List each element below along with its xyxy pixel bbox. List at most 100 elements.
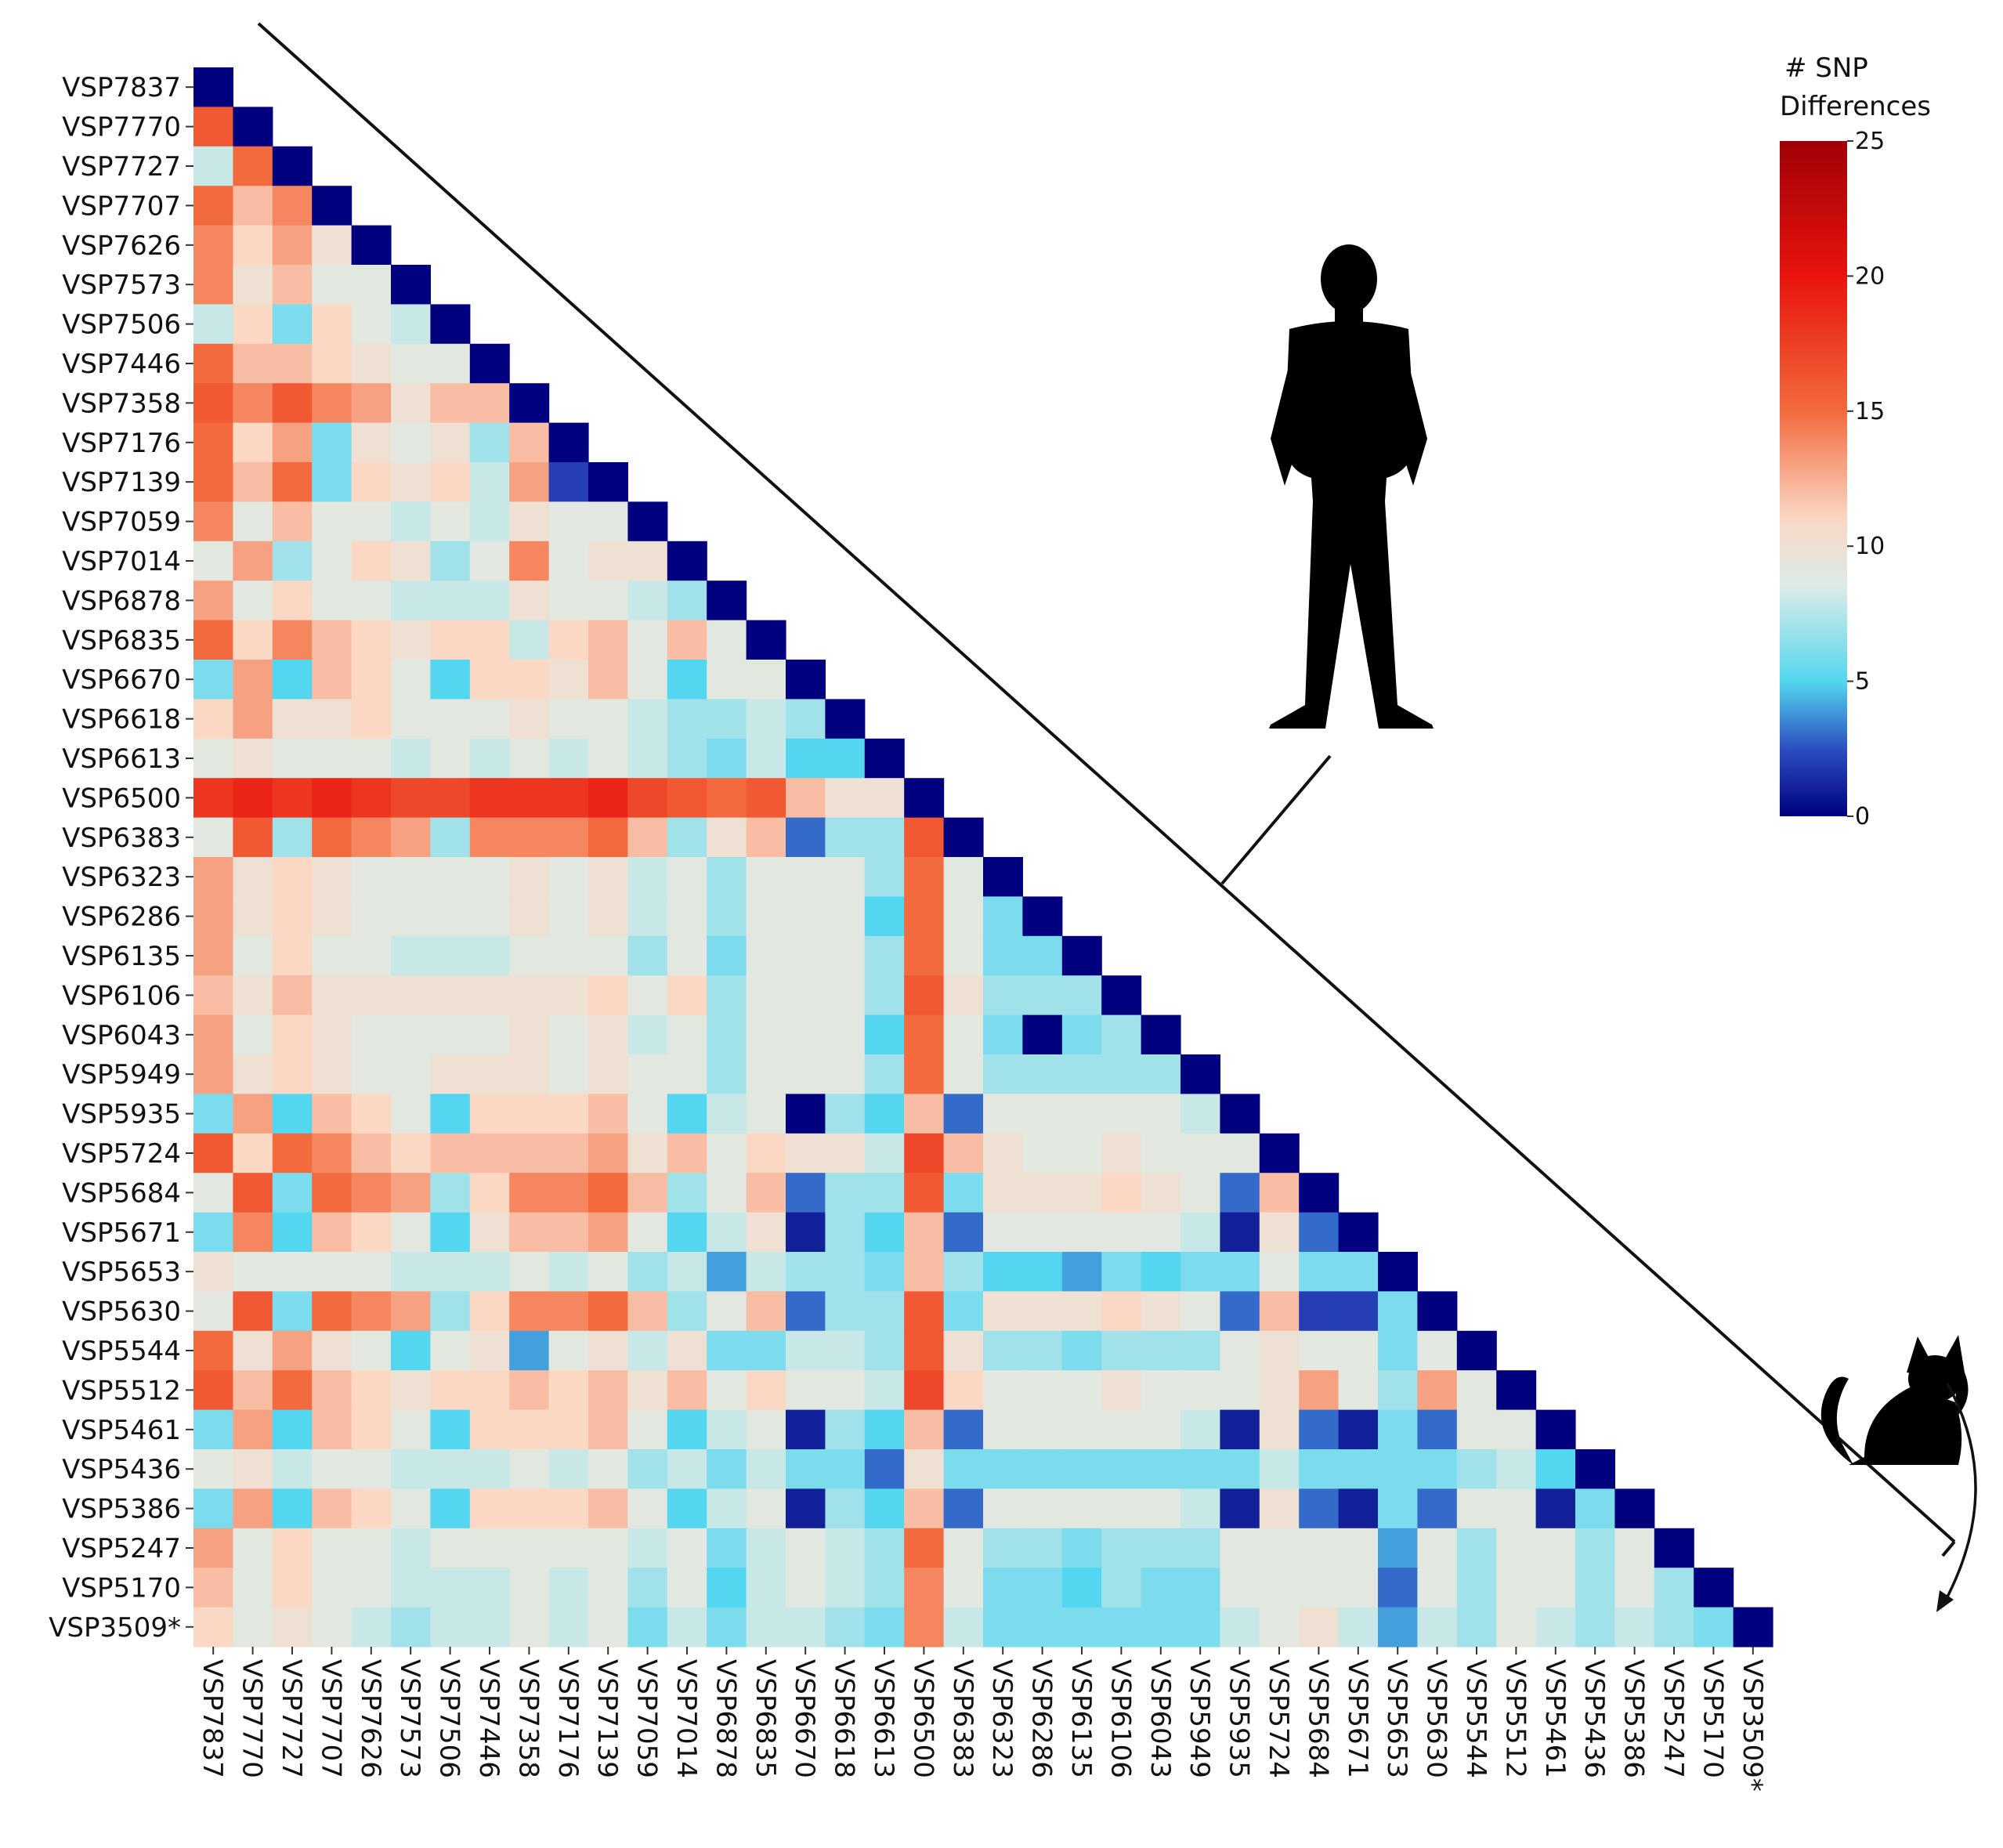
heatmap-cell [193,1568,233,1608]
heatmap-cell [667,620,707,660]
heatmap-cell [786,660,826,700]
heatmap-cell [509,1212,550,1253]
heatmap-cell [391,1054,431,1094]
heatmap-cell [233,265,273,305]
heatmap-cell [548,1330,589,1371]
heatmap-cell [272,304,313,345]
heatmap-cell [193,1133,233,1174]
heatmap-cell [312,1014,353,1055]
heatmap-cell [391,896,431,937]
heatmap-cell [233,1014,273,1055]
heatmap-cell [469,1409,510,1450]
heatmap-cell [312,1607,353,1647]
heatmap-cell [509,1054,550,1094]
heatmap-cell [1061,1488,1102,1529]
heatmap-cell [548,1291,589,1332]
heatmap-cell [548,935,589,976]
heatmap-cell [272,146,313,186]
heatmap-cell [469,541,510,581]
heatmap-cell [272,935,313,976]
heatmap-cell [391,462,431,502]
heatmap-cell [391,541,431,581]
heatmap-cell [1694,1607,1734,1647]
heatmap-cell [746,1528,786,1568]
heatmap-cell [1417,1568,1458,1608]
heatmap-cell [825,1330,866,1371]
heatmap-cell [707,1528,747,1568]
column-tick-label: VSP6613 [868,1659,899,1778]
heatmap-cell [707,1212,747,1253]
heatmap-cell [233,186,273,226]
heatmap-cell [1141,1568,1181,1608]
heatmap-cell [943,935,984,976]
row-tick-label: VSP6106 [62,980,181,1011]
heatmap-cell [312,738,353,779]
heatmap-cell [983,1449,1023,1489]
heatmap-cell [1535,1528,1576,1568]
heatmap-cell [627,1568,668,1608]
heatmap-cell [1180,1449,1220,1489]
heatmap-cell [746,817,786,858]
heatmap-cell [391,975,431,1016]
heatmap-cell [825,1014,866,1055]
heatmap-cell [1061,975,1102,1016]
heatmap-cell [588,1133,628,1174]
heatmap-cell [707,660,747,700]
heatmap-cell [1101,1449,1142,1489]
heatmap-cell [943,1568,984,1608]
heatmap-cell [272,620,313,660]
heatmap-cell [430,1054,471,1094]
heatmap-cell [548,1449,589,1489]
heatmap-cell [351,660,392,700]
heatmap-cell [469,1054,510,1094]
colorbar-title-line1: # SNP [1784,52,1868,84]
heatmap-cell [1101,1291,1142,1332]
heatmap-cell [667,1488,707,1529]
heatmap-cell [312,817,353,858]
heatmap-cell [1141,1173,1181,1213]
heatmap-cell [825,1133,866,1174]
heatmap-cell [1614,1528,1655,1568]
heatmap-cell [193,1054,233,1094]
heatmap-cell [627,1528,668,1568]
heatmap-cell [351,383,392,424]
row-tick-label: VSP3509* [49,1612,181,1644]
heatmap-cell [193,67,233,107]
heatmap-cell [1496,1607,1537,1647]
heatmap-cell [588,1330,628,1371]
heatmap-cell [312,1568,353,1608]
heatmap-cell [430,1212,471,1253]
heatmap-cell [588,1449,628,1489]
heatmap-cell [509,1370,550,1411]
heatmap-cell [1220,1133,1260,1174]
heatmap-cell [233,1133,273,1174]
heatmap-cell [864,1252,905,1292]
heatmap-cell [1220,1607,1260,1647]
heatmap-cell [1180,1133,1220,1174]
heatmap-cell [272,186,313,226]
heatmap-cell [272,422,313,463]
heatmap-cell [1417,1409,1458,1450]
heatmap-cell [825,1094,866,1134]
heatmap-cell [943,896,984,937]
heatmap-cell [786,975,826,1016]
heatmap-cell [1022,1409,1063,1450]
heatmap-cell [983,1014,1023,1055]
heatmap-cell [391,1330,431,1371]
row-tick-label: VSP6383 [62,823,181,854]
heatmap-cell [430,1568,471,1608]
heatmap-cell [193,778,233,819]
colorbar-tick-label: 0 [1855,803,1870,830]
column-tick-label: VSP7770 [237,1659,268,1778]
cat-arrow-head [1936,1590,1954,1612]
heatmap-cell [667,935,707,976]
heatmap-cell [904,857,945,897]
heatmap-cell [707,738,747,779]
heatmap-cell [1259,1133,1300,1174]
heatmap-cell [1535,1568,1576,1608]
heatmap-cell [627,1252,668,1292]
heatmap-cell [707,1252,747,1292]
heatmap-cell [904,1528,945,1568]
heatmap-cell [233,1568,273,1608]
heatmap-cell [667,1212,707,1253]
